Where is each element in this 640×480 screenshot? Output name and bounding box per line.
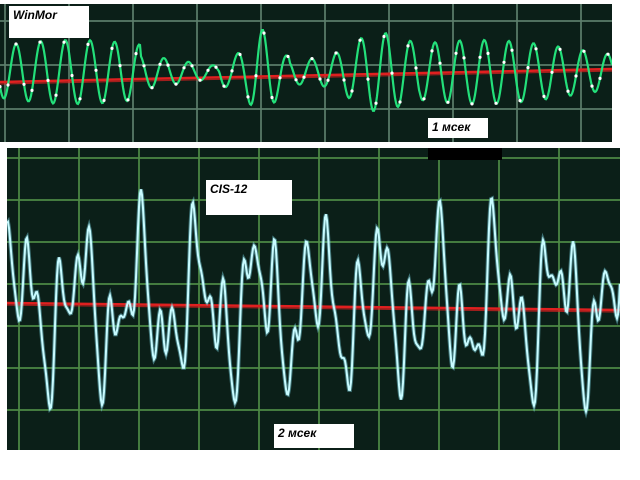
sample-dot [374, 101, 378, 105]
sample-dot [110, 46, 114, 51]
sample-dot [246, 95, 250, 99]
sample-dot [510, 48, 514, 52]
sample-dot [262, 31, 266, 35]
sample-dot [398, 100, 402, 104]
sample-dot [574, 74, 578, 78]
sample-dot [54, 93, 58, 97]
sample-dot [174, 82, 178, 86]
oscilloscope-panel-cis12 [7, 148, 620, 450]
time-scale-label-top: 1 мсек [428, 118, 488, 138]
sample-dot [518, 99, 522, 103]
sample-dot [30, 88, 34, 92]
sample-dot [494, 101, 498, 105]
sample-dot [606, 52, 610, 56]
sample-dot [142, 64, 146, 68]
sample-dot [454, 51, 458, 55]
sample-dots [0, 31, 610, 106]
sample-dot [150, 86, 154, 90]
sample-dot [366, 77, 370, 81]
sample-dot [182, 66, 186, 70]
sample-dot [158, 62, 162, 66]
sample-dot [390, 71, 394, 75]
sample-dot [70, 73, 74, 78]
sample-dot [238, 52, 242, 57]
sample-dot [422, 97, 426, 101]
sample-dot [190, 64, 194, 68]
sample-dot [502, 60, 506, 64]
sample-dot [278, 76, 282, 80]
sample-dot [310, 57, 314, 61]
sample-dot [118, 64, 122, 68]
sample-dot [126, 98, 130, 102]
sample-dot [230, 69, 234, 73]
sample-dot [318, 77, 322, 81]
signal-trace [7, 189, 620, 416]
sample-dot [22, 82, 26, 86]
sample-dot [6, 83, 10, 87]
sample-dot [430, 49, 434, 53]
sample-dot [406, 44, 410, 48]
sample-dot [414, 66, 418, 70]
sample-dot [62, 40, 66, 44]
sample-dot [438, 61, 442, 65]
sample-dot [478, 55, 482, 59]
sample-dot [590, 84, 594, 88]
reference-line [0, 67, 612, 84]
sample-dot [286, 54, 290, 59]
waveform-plot-cis12 [7, 148, 620, 450]
sample-dot [526, 66, 530, 70]
sample-dot [86, 42, 90, 47]
sample-dot [294, 78, 298, 82]
sample-dot [470, 102, 474, 106]
sample-dot [222, 84, 226, 88]
sample-dot [558, 47, 562, 51]
sample-dot [462, 56, 466, 60]
reference-line [0, 70, 612, 85]
sample-dot [582, 49, 586, 53]
sample-dot [254, 74, 258, 78]
sample-dot [102, 98, 106, 102]
sample-dot [270, 95, 274, 100]
sample-dot [342, 78, 346, 82]
sample-dot [198, 78, 202, 82]
time-scale-label-bottom: 2 мсек [274, 424, 354, 448]
black-marker [428, 148, 502, 160]
sample-dot [94, 68, 98, 72]
sample-dot [0, 85, 2, 89]
sample-dot [550, 70, 554, 74]
sample-dot [534, 47, 538, 51]
signal-trace [0, 29, 612, 112]
sample-dot [446, 100, 450, 104]
panel-title-winmor: WinMor [9, 6, 89, 38]
sample-dot [598, 76, 602, 80]
sample-dot [134, 52, 138, 56]
sample-dot [358, 38, 362, 42]
sample-dot [350, 89, 354, 93]
sample-dot [486, 51, 490, 56]
sample-dot [206, 68, 210, 72]
sample-dot [14, 42, 18, 46]
sample-dot [46, 78, 50, 82]
sample-dot [566, 89, 570, 93]
sample-dot [38, 40, 42, 44]
grid [0, 4, 612, 142]
sample-dot [542, 94, 546, 98]
waveform-plot-winmor [0, 4, 612, 142]
oscilloscope-panel-winmor [0, 4, 612, 142]
panel-title-cis12: CIS-12 [206, 180, 292, 215]
sample-dot [334, 51, 338, 55]
sample-dot [166, 63, 170, 67]
sample-dot [302, 75, 306, 79]
sample-dot [326, 78, 330, 82]
sample-dot [78, 97, 82, 101]
sample-dot [382, 34, 386, 39]
sample-dot [214, 65, 218, 69]
